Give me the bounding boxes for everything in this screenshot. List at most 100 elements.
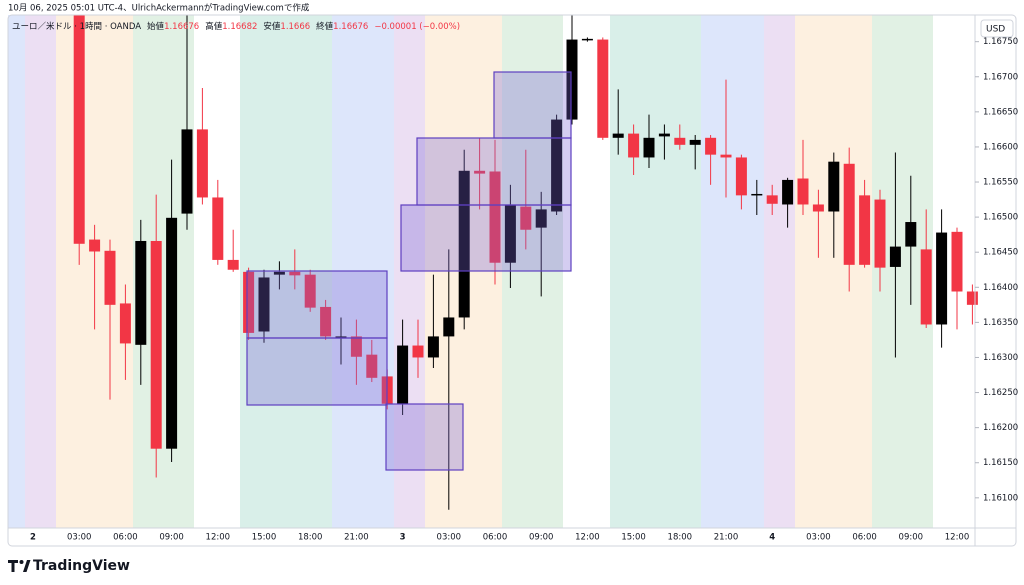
candle-body (320, 306, 332, 337)
x-tick-label: 21:00 (714, 533, 739, 543)
x-tick-label: 03:00 (437, 533, 462, 543)
candle-body (735, 157, 747, 196)
candle-body (289, 271, 301, 276)
y-tick-label: 1.16250 (983, 388, 1018, 398)
x-tick-label: 06:00 (483, 533, 508, 543)
candle-body (304, 274, 316, 308)
candle-body (166, 217, 178, 449)
candle-body (966, 291, 978, 305)
legend: ユーロ／米ドル · 1時間 · OANDA 始値1.16676 高値1.16682 安… (12, 21, 460, 32)
candle-body (458, 170, 470, 318)
candle-body (150, 240, 162, 449)
candle-body (212, 197, 224, 260)
candle-body (366, 354, 378, 378)
y-tick-label: 1.16300 (983, 353, 1018, 363)
candle-body (427, 336, 439, 358)
symbol: ユーロ／米ドル · 1時間 · OANDA (12, 21, 141, 32)
candle-body (905, 222, 917, 247)
candle-body (843, 163, 855, 265)
ohlc-label: 終値 (316, 21, 334, 32)
brand-logo (8, 560, 31, 572)
zones (246, 71, 572, 471)
candle-body (474, 170, 486, 174)
candle-body (612, 133, 624, 138)
x-tick-label: 15:00 (621, 533, 646, 543)
y-tick-label: 1.16550 (983, 178, 1018, 188)
ohlc-value: 1.16676 (164, 22, 199, 32)
candle-body (258, 277, 270, 332)
candle-body (797, 178, 809, 205)
y-tick-label: 1.16100 (983, 493, 1018, 503)
x-tick-label: 18:00 (668, 533, 693, 543)
candle-body (350, 336, 362, 357)
candle-body (628, 133, 640, 158)
y-tick-label: 1.16200 (983, 423, 1018, 433)
candle-body (889, 246, 901, 267)
y-tick-label: 1.16750 (983, 37, 1018, 47)
candle-body (874, 199, 886, 268)
y-tick-label: 1.16400 (983, 283, 1018, 293)
x-tick-label: 2 (30, 533, 36, 543)
candle-body (89, 239, 101, 252)
candle-body (705, 137, 717, 155)
candle-body (181, 129, 193, 214)
candle-body (766, 195, 778, 204)
currency-button[interactable] (980, 19, 1014, 38)
y-tick-label: 1.16350 (983, 318, 1018, 328)
candle-body (859, 195, 871, 265)
ohlc-value: 1.16682 (222, 22, 257, 32)
y-tick-label: 1.16650 (983, 107, 1018, 117)
candle-body (520, 206, 532, 230)
candle-body (920, 249, 932, 325)
candle-body (196, 129, 208, 198)
x-tick-label: 15:00 (252, 533, 277, 543)
candle-body (828, 161, 840, 212)
ohlc-label: 高値 (205, 21, 223, 32)
candle-body (597, 39, 609, 138)
ohlc-label: 安値 (263, 21, 281, 32)
candle-body (489, 171, 501, 263)
candle-body (119, 303, 131, 344)
candle-body (535, 209, 547, 228)
candle-body (581, 38, 593, 41)
candle-body (135, 240, 147, 345)
y-tick-label: 1.16500 (983, 213, 1018, 223)
candle-body (658, 133, 670, 137)
x-tick-label: 06:00 (852, 533, 877, 543)
ohlc-value: 1.1666 (280, 22, 310, 32)
candle-body (782, 179, 794, 205)
y-tick-label: 1.16700 (983, 72, 1018, 82)
candle-body (227, 259, 239, 270)
candle-body (720, 154, 732, 158)
x-tick-label: 12:00 (945, 533, 970, 543)
ohlc-label: 始値 (147, 21, 165, 32)
x-tick-label: 21:00 (344, 533, 369, 543)
x-tick-label: 09:00 (159, 533, 184, 543)
candle-body (674, 137, 686, 145)
y-tick-label: 1.16450 (983, 248, 1018, 258)
candle-body (551, 119, 563, 212)
y-tick-label: 1.16600 (983, 142, 1018, 152)
x-tick-label: 09:00 (529, 533, 554, 543)
currency: USD (986, 25, 1005, 35)
frame (7, 14, 1017, 547)
candle-body (812, 204, 824, 212)
candle-body (412, 345, 424, 358)
candle-body (443, 317, 455, 337)
change: −0.00001 (−0.00%) (374, 22, 460, 32)
candle-body (936, 232, 948, 325)
x-tick-label: 12:00 (206, 533, 231, 543)
candle-body (104, 250, 116, 305)
candle-body (689, 139, 701, 145)
candle-body (504, 204, 516, 263)
candle-body (566, 39, 578, 120)
candle-body (751, 193, 763, 196)
candle-body (643, 137, 655, 158)
x-tick-label: 18:00 (298, 533, 323, 543)
caption: 10月 06, 2025 05:01 UTC-4、UlrichAckermann… (8, 3, 310, 14)
candle-body (951, 231, 963, 292)
x-tick-label: 03:00 (67, 533, 92, 543)
x-tick-label: 12:00 (575, 533, 600, 543)
plot (73, 15, 978, 510)
